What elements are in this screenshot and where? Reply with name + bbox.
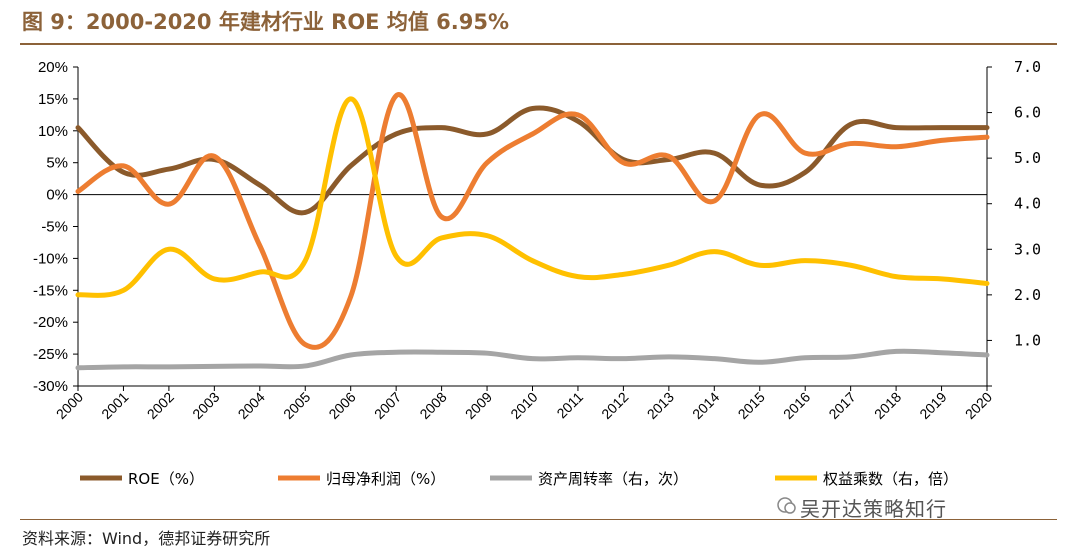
right-tick-label: 5.0	[1014, 149, 1041, 167]
chart-canvas: 20% 15% 10% 5% 0% -5% -10% -15% -20% -25% -30% 7.0 6…	[33, 58, 1041, 488]
legend-label: 归母净利润（%）	[326, 470, 445, 488]
x-tick-label: 2005	[280, 389, 313, 422]
x-tick-label: 2018	[871, 389, 904, 422]
series-line-1	[75, 105, 990, 216]
left-tick-label: -25%	[33, 346, 68, 363]
left-tick-label: 15%	[38, 91, 68, 108]
left-tick-label: -5%	[41, 219, 68, 236]
x-tick-label: 2010	[507, 389, 540, 422]
right-tick-label: 1.0	[1014, 331, 1041, 349]
source-note: 资料来源：Wind，德邦证券研究所	[22, 529, 271, 548]
x-tick-label: 2002	[144, 389, 177, 422]
left-tick-label: -15%	[33, 282, 68, 299]
x-tick-label: 2009	[462, 389, 495, 422]
left-tick-label: 10%	[38, 123, 68, 140]
x-tick-label: 2003	[189, 389, 222, 422]
x-tick-label: 2016	[780, 389, 813, 422]
wechat-icon	[777, 497, 796, 514]
title-divider	[20, 43, 1057, 45]
x-tick-label: 2015	[735, 389, 768, 422]
x-tick-label: 2011	[553, 389, 586, 422]
right-tick-label: 2.0	[1014, 286, 1041, 304]
chart-series	[75, 92, 990, 371]
x-tick-label: 2017	[825, 389, 858, 422]
x-tick-label: 2006	[325, 389, 358, 422]
left-tick-label: -20%	[33, 314, 68, 331]
left-tick-label: 0%	[46, 187, 68, 204]
x-tick-label: 2001	[98, 389, 131, 422]
x-tick-label: 2013	[644, 389, 677, 422]
right-tick-label: 7.0	[1014, 58, 1041, 76]
right-tick-label: 4.0	[1014, 195, 1041, 213]
left-tick-label: -10%	[33, 250, 68, 267]
chart-legend: ROE（%） 归母净利润（%） 资产周转率（右，次） 权益乘数（右，倍）	[80, 470, 958, 488]
x-tick-label: 2008	[416, 389, 449, 422]
chart-title: 图 9：2000-2020 年建材行业 ROE 均值 6.95%	[22, 10, 509, 34]
x-tick-label: 2007	[371, 389, 404, 422]
series-line-4	[75, 96, 990, 298]
x-tick-label: 2012	[598, 389, 631, 422]
legend-label: ROE（%）	[128, 470, 204, 488]
legend-label: 资产周转率（右，次）	[538, 470, 688, 488]
series-line-3	[75, 348, 990, 371]
x-tick-label: 2019	[916, 389, 949, 422]
right-tick-label: 3.0	[1014, 240, 1041, 258]
series-line-2	[75, 92, 990, 350]
footer-divider	[20, 519, 1057, 520]
x-tick-label: 2020	[962, 389, 995, 422]
legend-label: 权益乘数（右，倍）	[823, 470, 958, 488]
x-tick-label: 2014	[689, 389, 722, 422]
x-tick-label: 2004	[235, 389, 268, 422]
left-tick-label: 5%	[46, 155, 68, 172]
watermark-text: 吴开达策略知行	[800, 497, 947, 521]
right-tick-label: 6.0	[1014, 104, 1041, 122]
left-tick-label: 20%	[38, 59, 68, 76]
left-tick-label: -30%	[33, 378, 68, 395]
